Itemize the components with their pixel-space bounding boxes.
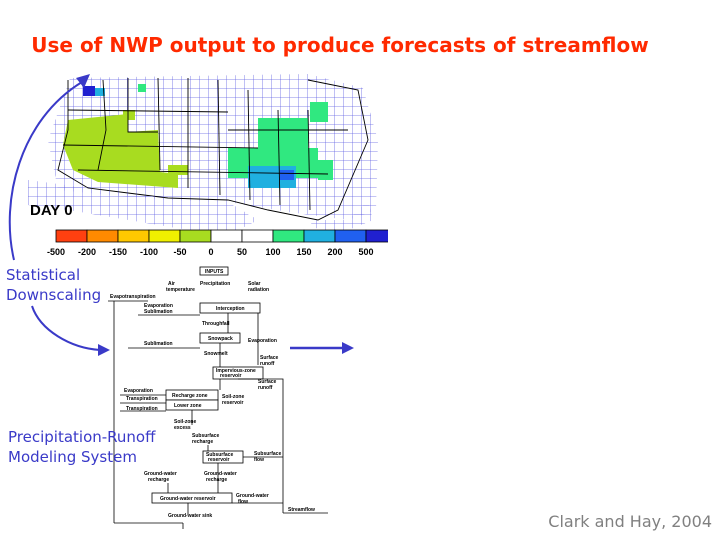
prms-flowchart: INPUTS Air temperature Precipitation Sola…	[108, 266, 328, 529]
surface-runoff-label-1: Surface runoff	[260, 355, 279, 367]
interception-box: Interception	[216, 306, 245, 312]
evaporation-label-2: Evaporation	[248, 338, 277, 344]
ground-water-reservoir-box: Ground-water reservoir	[160, 496, 216, 502]
ground-water-flow-label: Ground-water flow	[236, 493, 269, 505]
transpiration-label-1: Transpiration	[126, 396, 158, 402]
legend-tick: -150	[109, 247, 127, 257]
precipitation-runoff-label: Precipitation-Runoff Modeling System	[8, 428, 156, 466]
evaporation-label-1: Evaporation	[144, 303, 173, 309]
legend-tick: -500	[47, 247, 65, 257]
soil-zone-reservoir-label: Soil-zone reservoir	[222, 394, 244, 406]
subsurface-flow-label: Subsurface flow	[254, 451, 281, 463]
recharge-zone-box: Recharge zone	[172, 393, 208, 399]
inputs-box: INPUTS	[205, 269, 224, 275]
impervious-zone-box: Impervious-zone reservoir	[216, 368, 256, 379]
ground-water-sink-label: Ground-water sink	[168, 513, 212, 519]
surface-runoff-label-2: Surface runoff	[258, 379, 277, 391]
statistical-downscaling-label: Statistical Downscaling	[6, 266, 102, 304]
evapotranspiration-label: Evapotranspiration	[110, 294, 156, 300]
sublimation-label-2: Sublimation	[144, 341, 173, 347]
legend-tick: 500	[358, 247, 373, 257]
ground-water-recharge-label-1: Ground-water recharge	[144, 471, 177, 483]
soil-zone-excess-label: Soil-zone excess	[174, 419, 196, 431]
legend-tick: 50	[237, 247, 247, 257]
subsurface-reservoir-box: Subsurface reservoir	[206, 452, 233, 463]
transpiration-label-2: Transpiration	[126, 406, 158, 412]
legend-tick: -100	[140, 247, 158, 257]
legend-swatch	[365, 229, 388, 243]
color-legend: -500 -200 -150 -100 -50 0 50 100 150 200 500	[47, 229, 388, 257]
legend-tick: 100	[265, 247, 280, 257]
legend-tick: 150	[296, 247, 311, 257]
us-anomaly-map: DAY 0 -500 -200 -150 -100 -50 0 50 100 150 200 500	[28, 74, 388, 257]
streamflow-label: Streamflow	[288, 507, 315, 513]
citation: Clark and Hay, 2004	[548, 512, 712, 531]
legend-tick: 0	[208, 247, 213, 257]
anomaly-cells	[63, 84, 333, 188]
snowmelt-label: Snowmelt	[204, 351, 228, 357]
mexico-grid	[28, 180, 373, 230]
precipitation-label: Precipitation	[200, 281, 230, 287]
solar-radiation-label: Solar radiation	[248, 281, 269, 293]
state-boundaries	[57, 77, 369, 221]
day-label: DAY 0	[30, 202, 73, 219]
snowpack-box: Snowpack	[208, 336, 233, 342]
evaporation-label-3: Evaporation	[124, 388, 153, 394]
slide-title: Use of NWP output to produce forecasts o…	[31, 33, 649, 57]
legend-tick: -200	[78, 247, 96, 257]
subsurface-recharge-label-1: Subsurface recharge	[192, 433, 219, 445]
legend-tick: 200	[327, 247, 342, 257]
lower-zone-box: Lower zone	[174, 403, 202, 409]
legend-tick: -50	[173, 247, 186, 257]
air-temperature-label: Air temperature	[166, 281, 195, 293]
ground-water-recharge-label-2: Ground-water recharge	[204, 471, 237, 483]
sublimation-label-1: Sublimation	[144, 309, 173, 315]
throughfall-label: Throughfall	[202, 321, 230, 327]
